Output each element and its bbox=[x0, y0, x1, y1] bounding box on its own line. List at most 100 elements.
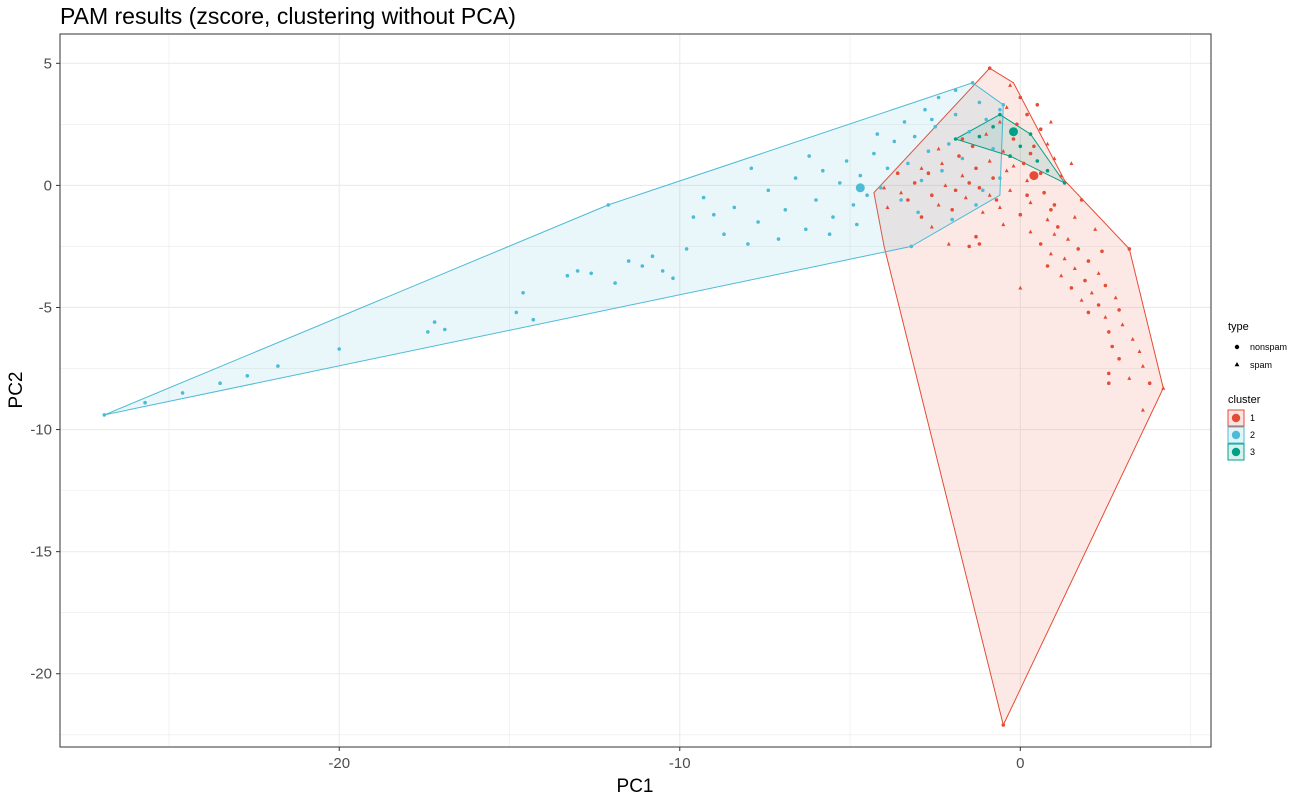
cluster-2-point bbox=[953, 112, 958, 117]
cluster-1-point bbox=[1045, 217, 1050, 222]
cluster-2-point bbox=[974, 203, 978, 207]
cluster-2-point bbox=[821, 168, 825, 173]
cluster-1-point bbox=[987, 66, 992, 70]
cluster-2-point bbox=[902, 120, 907, 124]
cluster-1-point bbox=[1032, 144, 1036, 149]
cluster-2-hull bbox=[104, 82, 1004, 416]
cluster-2-point bbox=[930, 117, 934, 122]
cluster-1-point bbox=[1161, 385, 1166, 390]
cluster-1-point bbox=[882, 185, 887, 190]
cluster-1-point bbox=[1086, 310, 1091, 315]
legend-cluster-title: cluster bbox=[1228, 394, 1261, 406]
cluster-1-point bbox=[1025, 178, 1030, 183]
cluster-1-point bbox=[1025, 193, 1029, 197]
cluster-1-point bbox=[987, 158, 992, 163]
cluster-2-point bbox=[906, 161, 910, 166]
cluster-1-point bbox=[967, 244, 971, 249]
cluster-2-point bbox=[432, 320, 437, 324]
x-tick-label: -10 bbox=[669, 755, 691, 772]
cluster-2-point bbox=[998, 176, 1002, 180]
cluster-1-point bbox=[1103, 283, 1108, 288]
cluster-3-point bbox=[977, 134, 982, 139]
cluster-1-point bbox=[1107, 371, 1111, 376]
cluster-1-point bbox=[1059, 173, 1064, 178]
chart-title: PAM results (zscore, clustering without … bbox=[60, 3, 516, 29]
cluster-1-point bbox=[1004, 168, 1009, 173]
y-axis: 5 0 -5 -10 -15 -20 bbox=[30, 55, 60, 683]
cluster-2-point bbox=[851, 203, 856, 207]
cluster-1-point bbox=[1093, 227, 1098, 231]
cluster-3-hull bbox=[954, 114, 1066, 184]
cluster-2-point bbox=[875, 132, 880, 136]
cluster-2-point bbox=[180, 391, 185, 395]
cluster-2-point bbox=[936, 95, 941, 100]
cluster-1-point bbox=[1028, 151, 1033, 156]
cluster-2-point bbox=[892, 139, 897, 144]
cluster-2-point bbox=[970, 81, 975, 85]
panel-border bbox=[59, 33, 1212, 748]
cluster-1-point bbox=[1110, 344, 1114, 349]
cluster-2-point bbox=[923, 107, 927, 112]
cluster-1-point bbox=[997, 205, 1002, 209]
cluster-1-point bbox=[1089, 290, 1094, 295]
cluster-1-point bbox=[1117, 357, 1121, 361]
cluster-1-point bbox=[926, 171, 931, 175]
cluster-2-point bbox=[909, 244, 914, 249]
cluster-2-point bbox=[426, 330, 430, 334]
cluster-1-point bbox=[1052, 156, 1057, 161]
cluster-1-point bbox=[1038, 127, 1043, 131]
cluster-2-point bbox=[919, 178, 924, 183]
cluster-2-point bbox=[701, 195, 706, 200]
cluster-1-point bbox=[1120, 322, 1125, 327]
cluster-1-point bbox=[1127, 247, 1132, 251]
cluster-1-point bbox=[1069, 161, 1074, 165]
cluster-1-point bbox=[960, 173, 965, 178]
cluster-2-point bbox=[722, 232, 726, 236]
cluster-1-point bbox=[1001, 149, 1006, 153]
y-tick-label: -15 bbox=[30, 544, 52, 561]
cluster-2-point bbox=[606, 203, 611, 207]
cluster-1-point bbox=[1004, 105, 1009, 109]
cluster-2-point bbox=[926, 149, 931, 153]
cluster-2-medoid bbox=[855, 183, 865, 193]
cluster-1-point bbox=[885, 205, 890, 209]
cluster-1-point bbox=[997, 119, 1002, 124]
cluster-2-point bbox=[102, 413, 107, 417]
cluster-1-point bbox=[1100, 249, 1104, 254]
cluster-1-point bbox=[1062, 256, 1067, 261]
cluster-2-point bbox=[245, 374, 250, 378]
cluster-2-point bbox=[967, 129, 971, 134]
cluster-1-point bbox=[1011, 163, 1016, 168]
cluster-1-point bbox=[1035, 103, 1040, 107]
cluster-1-point bbox=[957, 154, 961, 158]
cluster-2-point bbox=[589, 271, 593, 276]
cluster-1-point bbox=[984, 131, 989, 136]
cluster-1-point bbox=[980, 210, 985, 214]
cluster-1-point bbox=[1015, 122, 1019, 127]
cluster-1-medoid bbox=[1029, 171, 1039, 181]
circle-icon bbox=[1234, 344, 1240, 350]
cluster-2-point bbox=[514, 310, 519, 315]
cluster-2-point bbox=[899, 198, 903, 202]
cluster-1-point bbox=[1076, 247, 1080, 251]
cluster-1-point bbox=[1072, 266, 1077, 270]
cluster-2-point bbox=[521, 291, 525, 295]
y-tick-label: 0 bbox=[44, 177, 52, 194]
cluster-1-point bbox=[1059, 273, 1064, 278]
cluster-2-point bbox=[953, 88, 958, 92]
cluster-1-point bbox=[1079, 198, 1084, 202]
cluster-1-point bbox=[946, 241, 951, 246]
cluster-1-point bbox=[977, 242, 982, 246]
cluster-2-point bbox=[671, 276, 675, 281]
cluster-2-point bbox=[865, 193, 869, 197]
cluster-2-point bbox=[872, 151, 876, 156]
cluster-2-point bbox=[783, 208, 788, 212]
cluster-2-point bbox=[143, 400, 147, 405]
cluster-2-point bbox=[912, 134, 917, 139]
cluster-1-point bbox=[994, 198, 999, 202]
cluster-2-point bbox=[950, 217, 954, 222]
cluster-2-point bbox=[940, 168, 944, 173]
cluster-2-point bbox=[276, 364, 280, 368]
cluster-1-point bbox=[906, 198, 910, 202]
cluster-2-point bbox=[858, 173, 863, 178]
